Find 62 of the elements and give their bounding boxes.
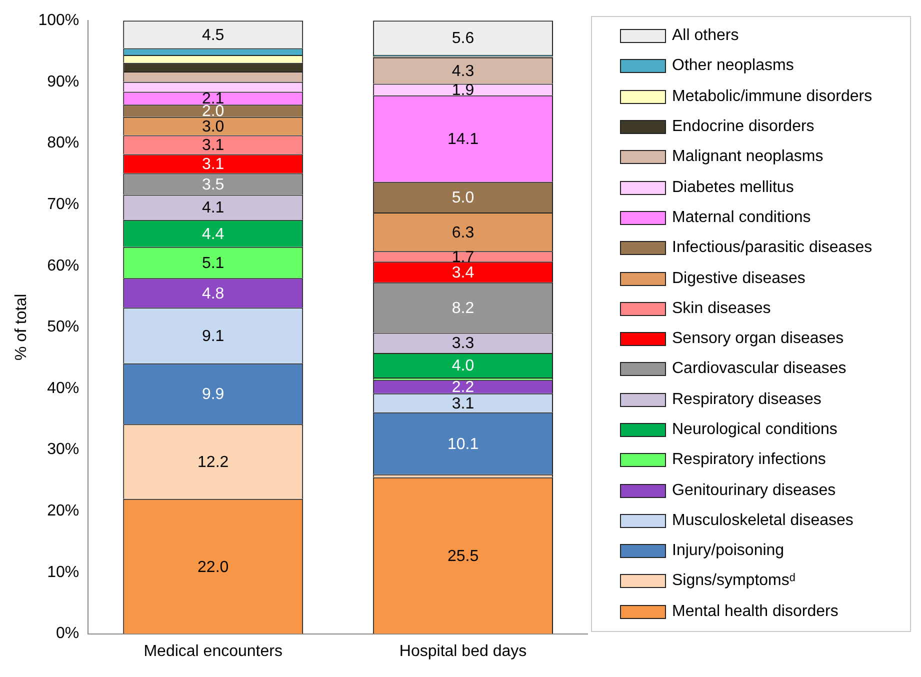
y-tick-label: 100% — [38, 12, 80, 30]
data-label: 4.8 — [202, 285, 224, 302]
legend-label: Digestive diseases — [672, 270, 806, 288]
data-label: 3.1 — [202, 137, 224, 154]
data-label: 9.9 — [202, 386, 224, 404]
data-label: 4.4 — [202, 226, 224, 243]
data-label: 12.2 — [198, 454, 229, 471]
legend-label: Genitourinary diseases — [672, 482, 836, 500]
data-label: 14.1 — [447, 131, 479, 148]
data-label: 3.4 — [452, 264, 474, 282]
y-axis-title: % of total — [13, 294, 30, 361]
data-label: 3.5 — [202, 176, 224, 194]
data-label: 10.1 — [447, 436, 479, 453]
data-label: 5.0 — [452, 190, 474, 207]
legend-label: Other neoplasms — [672, 57, 794, 76]
data-label: 25.5 — [447, 548, 479, 566]
y-tick-label: 10% — [47, 564, 80, 581]
x-tick-label: Medical encounters — [144, 642, 282, 660]
legend-label: Signs/symptomsᵈ — [672, 572, 796, 590]
data-label: 3.3 — [452, 335, 474, 352]
y-tick-label: 80% — [47, 134, 80, 152]
y-tick-label: 60% — [47, 257, 80, 274]
data-label: 3.1 — [452, 395, 474, 412]
y-tick-label: 40% — [47, 380, 80, 397]
y-tick-label: 70% — [47, 196, 80, 213]
data-label: 8.2 — [452, 300, 474, 317]
legend-label: Skin diseases — [672, 300, 771, 318]
data-label: 4.5 — [202, 26, 224, 44]
legend-label: Musculoskeletal diseases — [672, 512, 854, 530]
data-label: 22.0 — [198, 558, 229, 576]
legend-label: Cardiovascular diseases — [672, 360, 846, 378]
y-tick-label: 50% — [47, 318, 80, 336]
legend-label: Maternal conditions — [672, 208, 811, 227]
y-tick-label: 0% — [56, 625, 80, 642]
data-label: 5.6 — [452, 30, 474, 48]
data-label: 2.2 — [452, 379, 474, 396]
legend-label: Endocrine disorders — [672, 118, 814, 136]
data-label: 5.1 — [202, 254, 224, 272]
data-label: 3.1 — [202, 156, 224, 174]
legend-label: Mental health disorders — [672, 602, 838, 621]
legend-label: Metabolic/immune disorders — [672, 88, 872, 106]
data-label: 3.0 — [202, 118, 224, 136]
data-label: 6.3 — [452, 224, 474, 242]
data-label: 1.7 — [452, 248, 474, 266]
data-label: 4.1 — [202, 200, 224, 217]
data-label: 1.9 — [452, 82, 474, 99]
legend-label: Diabetes mellitus — [672, 178, 794, 197]
data-label: 4.0 — [452, 358, 474, 375]
data-label: 9.1 — [202, 328, 224, 345]
legend-label: Respiratory infections — [672, 451, 826, 470]
legend-label: Respiratory diseases — [672, 390, 822, 409]
legend-label: Malignant neoplasms — [672, 148, 824, 166]
legend-label: Sensory organ diseases — [672, 330, 844, 348]
data-label: 4.3 — [452, 62, 474, 80]
x-tick-label: Hospital bed days — [399, 642, 527, 660]
legend-label: Neurological conditions — [672, 421, 838, 439]
legend-label: Injury/poisoning — [672, 542, 784, 560]
y-tick-label: 90% — [47, 73, 80, 90]
y-tick-label: 30% — [47, 441, 80, 458]
legend-label: Infectious/parasitic diseases — [672, 239, 872, 258]
y-tick-label: 20% — [47, 502, 80, 520]
legend-label: All others — [672, 27, 739, 46]
